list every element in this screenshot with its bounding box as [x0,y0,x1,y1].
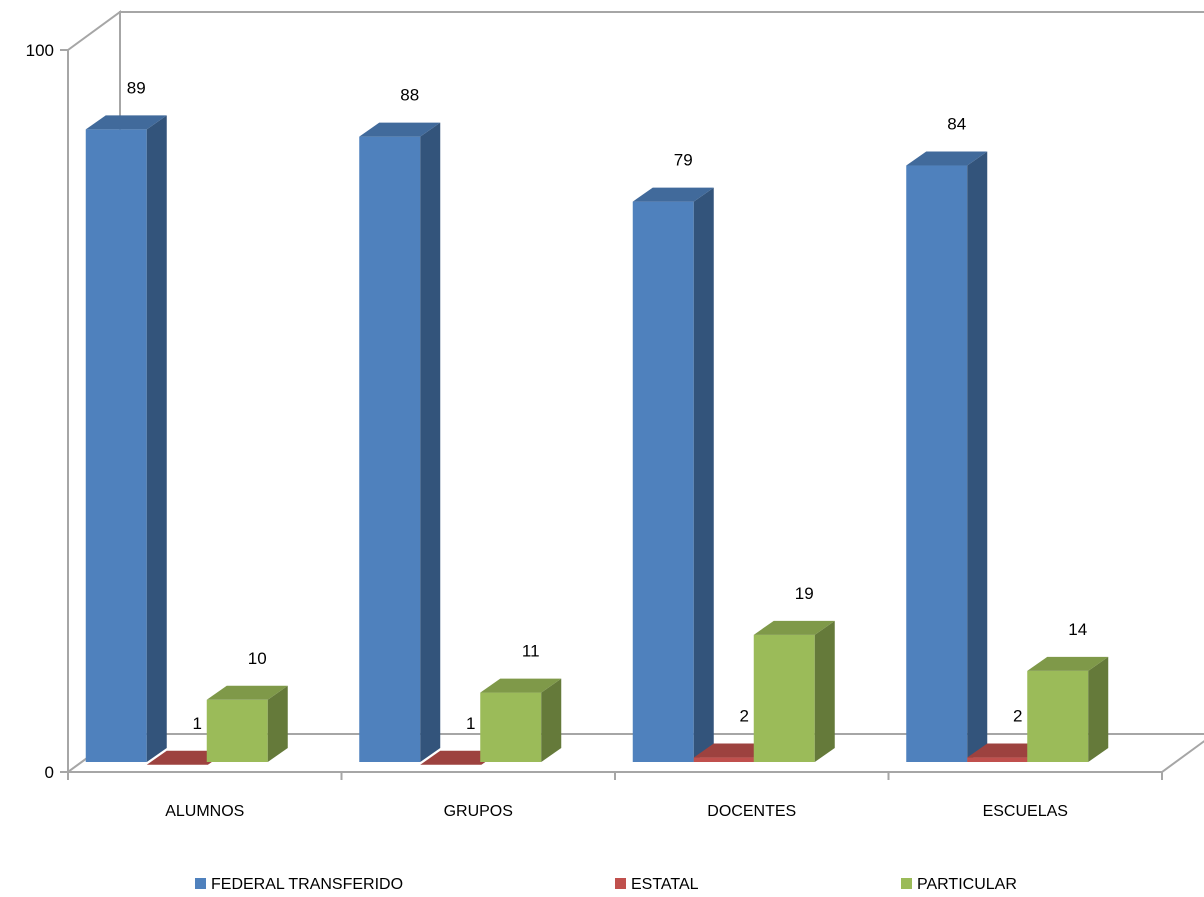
data-label: 84 [947,115,966,134]
bar [753,620,835,762]
bar-top [1027,656,1109,671]
bar-top [632,187,714,202]
x-tick-label: DOCENTES [707,803,796,820]
y-tick-label: 0 [45,763,54,782]
bar-side [967,151,988,762]
bar-top [206,685,288,700]
bar [85,115,167,763]
x-tick-label: ALUMNOS [165,803,244,820]
bars [85,115,1109,765]
bar-front [693,757,755,762]
data-label: 11 [522,642,540,661]
legend-item: ESTATAL [615,876,699,893]
bar-front [359,136,421,762]
bar-side [541,678,562,762]
data-label: 19 [795,584,814,603]
bar [359,122,441,762]
legend-swatch [901,878,912,889]
data-label: 1 [193,714,202,733]
bar-top [85,115,167,130]
data-label: 88 [400,86,419,105]
data-label: 89 [127,78,146,97]
bar-front [967,757,1029,762]
data-label: 2 [740,707,749,726]
x-tick-label: GRUPOS [444,803,513,820]
legend-swatch [615,878,626,889]
x-tick-label: ESCUELAS [983,803,1068,820]
data-label: 79 [674,151,693,170]
bar-front [753,634,815,762]
bar [480,678,562,762]
bar-front [206,699,268,762]
y-axis: 0 100 [26,41,68,782]
bar-side [267,685,288,762]
bar [206,685,288,762]
bar-side [814,620,835,762]
x-axis: ALUMNOS GRUPOS DOCENTES ESCUELAS [67,772,1163,820]
bar-top [906,151,988,166]
data-label: 2 [1013,707,1022,726]
bar-side [693,187,714,762]
legend-label: PARTICULAR [917,876,1017,893]
data-label: 14 [1068,620,1087,639]
bar [906,151,988,762]
bar-front [1027,670,1089,762]
bar-side [1088,656,1109,762]
legend-label: ESTATAL [631,876,699,893]
bar-front [85,129,147,763]
bar [632,187,714,762]
bar-front [480,692,542,762]
legend-swatch [195,878,206,889]
legend-item: PARTICULAR [901,876,1017,893]
legend-item: FEDERAL TRANSFERIDO [195,876,403,893]
data-label: 1 [466,714,475,733]
bar [1027,656,1109,762]
legend: FEDERAL TRANSFERIDO ESTATAL PARTICULAR [195,876,1017,893]
bar-side [420,122,441,762]
y-tick-label: 100 [26,41,54,60]
bar-front [906,165,968,762]
data-label: 10 [248,649,267,668]
bar-side [146,115,167,763]
legend-label: FEDERAL TRANSFERIDO [211,876,403,893]
bar-front [632,201,694,762]
bar-top [359,122,441,137]
bar-top [753,620,835,635]
bar-top [480,678,562,693]
